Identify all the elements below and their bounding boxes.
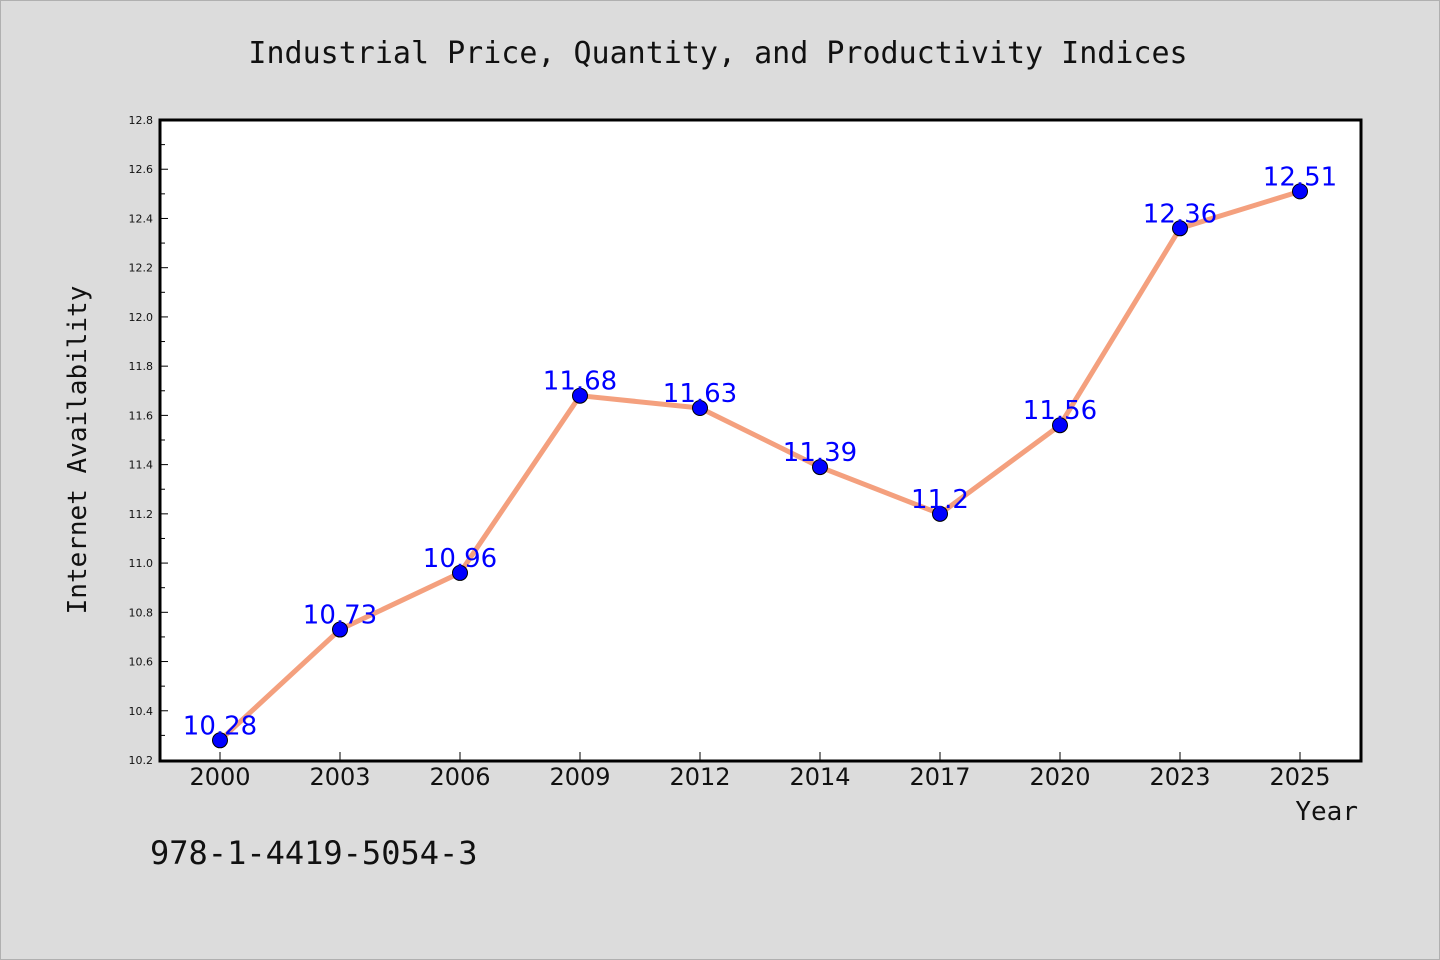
data-point [1172,220,1188,237]
data-label: 11.63 [663,379,737,409]
data-label: 11.2 [911,485,969,515]
y-axis-label: Internet Availability [63,286,93,615]
y-tick-label: 11.8 [129,360,154,373]
x-tick-label: 2012 [669,763,730,791]
y-tick-label: 12.0 [129,311,154,324]
data-label: 10.73 [303,601,377,631]
y-tick-label: 10.2 [129,754,154,767]
series-group: 10.28 10.73 10.96 11.68 11.63 11.39 11.2 11.56 1… [183,162,1337,749]
data-point [812,459,828,476]
data-point [452,564,468,581]
x-tick-label: 2006 [429,763,490,791]
y-axis: 10.2 10.4 10.6 10.8 11.0 11.2 11.4 11.6 11.8 12.0… [129,114,168,767]
x-tick-label: 2020 [1029,763,1090,791]
x-tick-label: 2003 [309,763,370,791]
y-tick-label: 11.4 [129,459,154,472]
data-point [332,621,348,638]
y-tick-label: 11.2 [129,508,154,521]
y-tick-label: 10.6 [129,656,154,669]
y-tick-label: 12.4 [129,212,154,225]
data-point [212,732,228,749]
x-axis: 2000 2003 2006 2009 2012 2014 2017 2020 2023 2025 [189,752,1331,791]
y-tick-label: 11.6 [129,409,154,422]
x-tick-label: 2017 [909,763,970,791]
x-tick-label: 2000 [189,763,250,791]
x-axis-label: Year [1295,797,1358,827]
data-point [572,387,588,404]
y-tick-label: 10.4 [129,705,154,718]
x-tick-label: 2023 [1149,763,1210,791]
series-line [218,188,1301,743]
y-tick-label: 12.8 [129,114,154,127]
data-point [932,505,948,522]
data-label: 10.96 [423,544,497,574]
x-tick-label: 2025 [1269,763,1330,791]
data-label: 12.36 [1143,199,1217,229]
y-tick-label: 10.8 [129,606,154,619]
data-label: 12.51 [1263,162,1337,192]
isbn-footer: 978-1-4419-5054-3 [150,834,478,872]
data-point [1292,183,1308,200]
data-point [1052,417,1068,434]
data-label: 11.39 [783,438,857,468]
y-tick-label: 12.2 [129,262,154,275]
x-tick-label: 2009 [549,763,610,791]
x-tick-label: 2014 [789,763,850,791]
data-label: 10.28 [183,711,257,741]
data-label: 11.68 [543,367,617,397]
chart-title: Industrial Price, Quantity, and Producti… [248,36,1187,71]
data-label: 11.56 [1023,396,1097,426]
y-tick-label: 12.6 [129,163,154,176]
y-tick-label: 11.0 [129,557,154,570]
data-point [692,400,708,416]
